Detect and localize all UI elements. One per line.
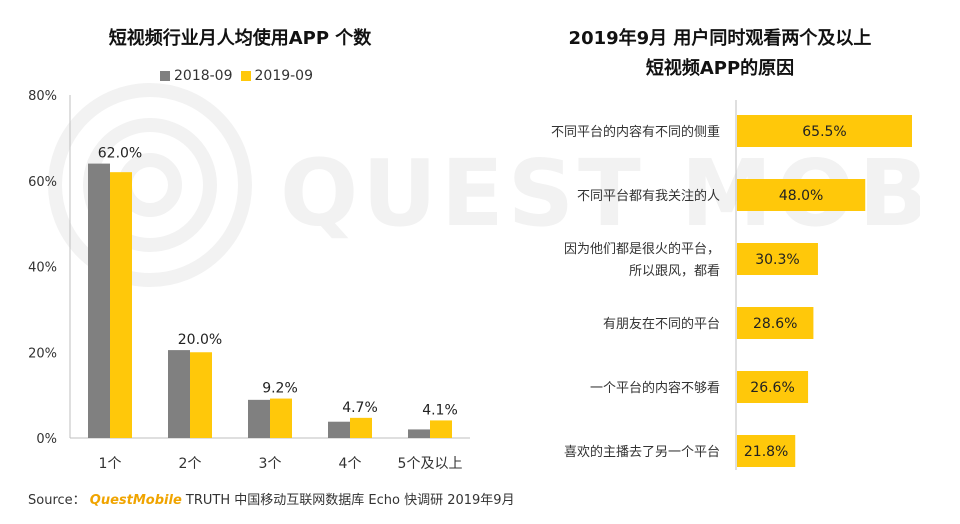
source-text: TRUTH 中国移动互联网数据库 Echo 快调研 2019年9月 (185, 493, 515, 508)
bar-2018-09-5 (408, 429, 430, 438)
x-tick-label: 3个 (259, 456, 282, 472)
bar-reason-5 (737, 371, 809, 403)
x-tick-label: 5个及以上 (398, 456, 463, 472)
y-tick-label: 80% (28, 89, 57, 104)
bar-2018-09-1 (88, 163, 110, 438)
category-label: 一个平台的内容不够看 (590, 380, 720, 396)
category-label: 因为他们都是很火的平台， (564, 241, 720, 257)
data-label: 48.0% (779, 188, 823, 204)
left-bar-chart: 0% 20% 40% 60% 80% 62.0% 1个 20.0% 2个 9.2% 3个 4.7% 4个… (28, 89, 470, 472)
left-chart-title: 短视频行业月人均使用APP 个数 (108, 28, 372, 49)
right-chart-title-line1: 2019年9月 用户同时观看两个及以上 (568, 28, 872, 49)
data-label: 28.6% (753, 316, 797, 332)
legend-item-2019: 2019-09 (240, 68, 314, 84)
category-label: 不同平台都有我关注的人 (577, 188, 720, 204)
category-label: 所以跟风，都看 (629, 263, 720, 279)
category-label: 喜欢的主播去了另一个平台 (564, 444, 720, 460)
bar-2018-09-4 (328, 421, 350, 438)
category-label: 有朋友在不同的平台 (603, 316, 720, 332)
bar-reason-3 (737, 243, 818, 275)
data-label: 20.0% (178, 332, 222, 348)
right-chart-title: 2019年9月 用户同时观看两个及以上 短视频APP的原因 (520, 24, 920, 84)
bar-2019-09-1 (110, 172, 132, 439)
legend-label-2018: 2018-09 (174, 68, 233, 84)
x-tick-label: 2个 (179, 456, 202, 472)
bar-2018-09-2 (168, 350, 190, 438)
legend-swatch-2019 (240, 71, 251, 81)
bar-2019-09-5 (430, 420, 452, 438)
data-label: 65.5% (802, 124, 846, 140)
bar-2019-09-4 (350, 417, 372, 438)
x-tick-label: 4个 (339, 456, 362, 472)
data-label: 4.7% (342, 400, 378, 416)
right-chart-title-line2: 短视频APP的原因 (645, 58, 795, 79)
y-tick-label: 60% (28, 175, 57, 190)
bar-2019-09-2 (190, 352, 212, 438)
source-brand: QuestMobile (89, 493, 182, 508)
data-label: 9.2% (262, 381, 298, 397)
legend-item-2018: 2018-09 (160, 68, 233, 84)
y-tick-label: 20% (28, 346, 57, 361)
legend-swatch-2018 (160, 71, 170, 81)
source-label: Source： (28, 493, 86, 508)
source-footer: Source： QuestMobile TRUTH 中国移动互联网数据库 Ech… (28, 489, 515, 508)
legend: 2018-09 2019-09 (160, 68, 313, 84)
bar-2019-09-3 (270, 398, 292, 438)
data-label: 21.8% (744, 444, 788, 460)
data-label: 62.0% (98, 146, 142, 162)
y-tick-label: 40% (28, 261, 57, 276)
data-label: 26.6% (750, 380, 794, 396)
right-bar-chart: 65.5% 不同平台的内容有不同的侧重 48.0% 不同平台都有我关注的人 30.3% 因… (551, 100, 912, 470)
bar-reason-2 (737, 179, 866, 211)
bar-reason-6 (737, 435, 796, 467)
y-tick-label: 0% (36, 432, 57, 447)
data-label: 30.3% (755, 252, 799, 268)
bar-reason-4 (737, 307, 814, 339)
bar-reason-1 (737, 115, 912, 147)
data-label: 4.1% (422, 402, 458, 418)
category-label: 不同平台的内容有不同的侧重 (551, 124, 720, 140)
legend-label-2019: 2019-09 (254, 68, 314, 84)
x-tick-label: 1个 (99, 456, 122, 472)
bar-2018-09-3 (248, 399, 270, 438)
